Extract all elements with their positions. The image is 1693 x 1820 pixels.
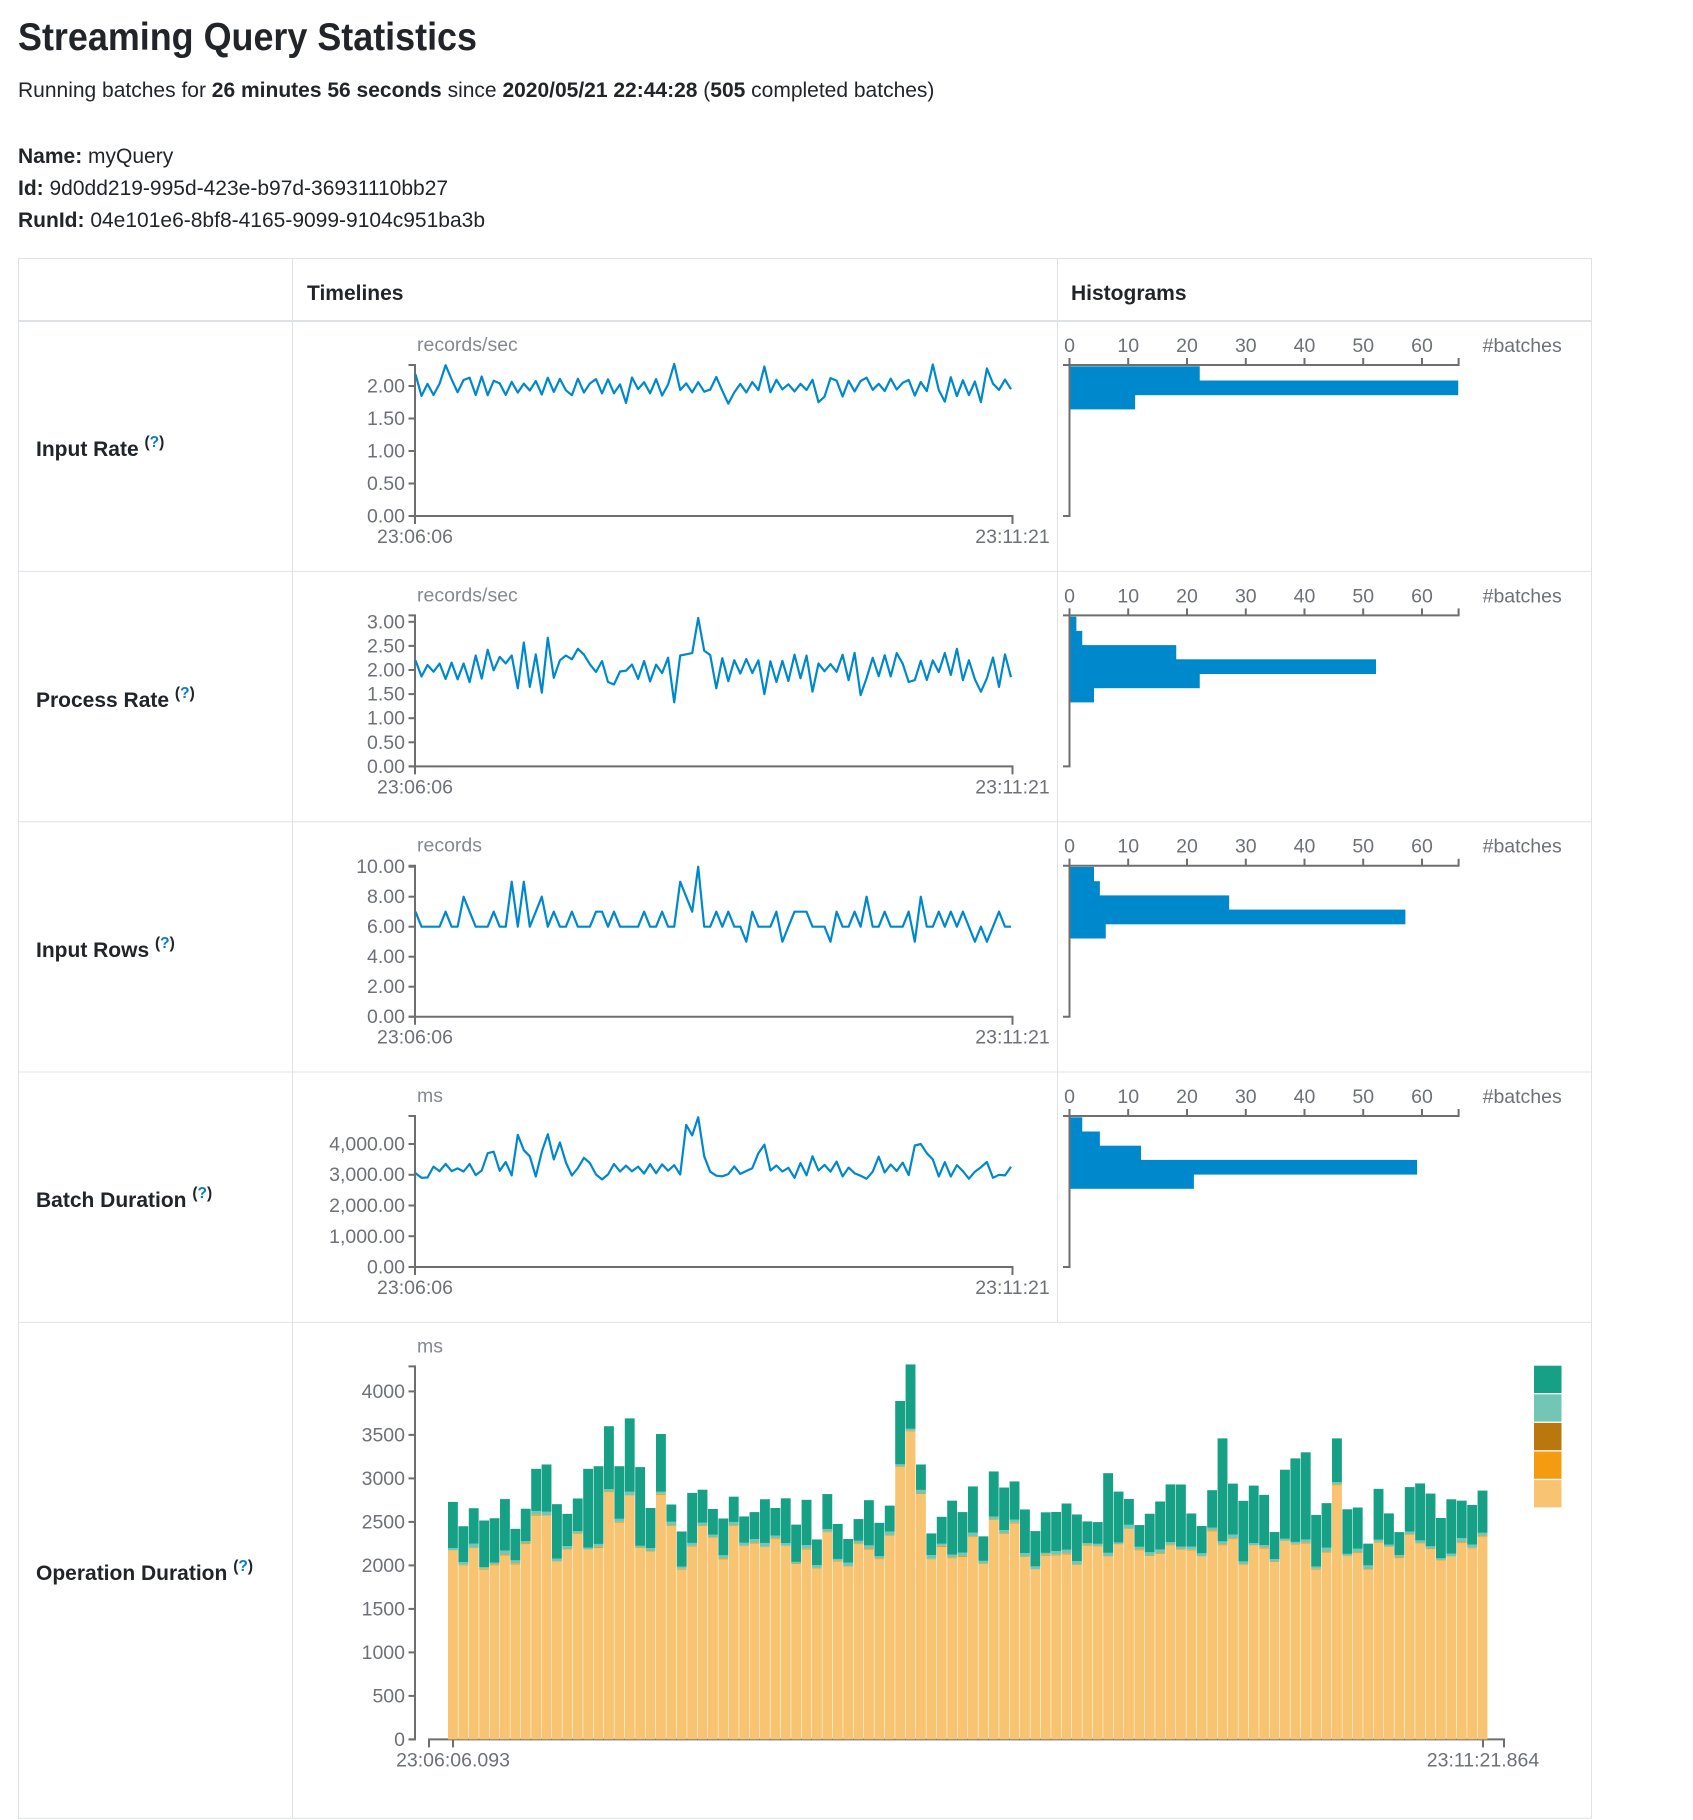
svg-text:500: 500 (372, 1685, 405, 1707)
svg-text:20: 20 (1176, 585, 1198, 607)
svg-text:23:06:06: 23:06:06 (377, 526, 453, 548)
svg-text:60: 60 (1411, 1086, 1433, 1108)
svg-text:10: 10 (1117, 335, 1139, 357)
svg-text:Process Rate (?): Process Rate (?) (36, 685, 195, 712)
svg-text:#batches: #batches (1483, 836, 1562, 858)
svg-text:60: 60 (1411, 585, 1433, 607)
svg-text:30: 30 (1235, 836, 1257, 858)
svg-text:0.00: 0.00 (367, 1006, 405, 1028)
svg-text:10: 10 (1117, 836, 1139, 858)
svg-text:0: 0 (394, 1729, 405, 1751)
svg-text:2.00: 2.00 (367, 660, 405, 682)
svg-text:1000: 1000 (362, 1642, 406, 1664)
svg-text:0.50: 0.50 (367, 473, 405, 495)
svg-text:10.00: 10.00 (356, 856, 405, 878)
svg-text:23:11:21: 23:11:21 (975, 1027, 1049, 1049)
svg-text:ms: ms (417, 1085, 443, 1107)
svg-text:records/sec: records/sec (417, 584, 518, 606)
svg-text:#batches: #batches (1483, 335, 1562, 357)
svg-text:50: 50 (1352, 585, 1374, 607)
svg-text:0.00: 0.00 (367, 506, 405, 528)
svg-text:40: 40 (1294, 335, 1316, 357)
svg-text:1.50: 1.50 (367, 684, 405, 706)
svg-text:2000: 2000 (362, 1555, 406, 1577)
svg-text:20: 20 (1176, 1086, 1198, 1108)
svg-text:23:06:06.093: 23:06:06.093 (396, 1749, 510, 1771)
svg-text:0.00: 0.00 (367, 1257, 405, 1279)
svg-text:23:11:21: 23:11:21 (975, 1277, 1049, 1299)
svg-text:Batch Duration (?): Batch Duration (?) (36, 1185, 212, 1212)
svg-text:2.00: 2.00 (367, 376, 405, 398)
svg-text:#batches: #batches (1483, 585, 1562, 607)
svg-text:30: 30 (1235, 335, 1257, 357)
svg-text:ms: ms (417, 1335, 443, 1357)
svg-text:4,000.00: 4,000.00 (329, 1134, 405, 1156)
svg-text:10: 10 (1117, 585, 1139, 607)
svg-text:3.00: 3.00 (367, 611, 405, 633)
svg-text:60: 60 (1411, 836, 1433, 858)
svg-text:23:06:06: 23:06:06 (377, 1277, 453, 1299)
svg-text:4000: 4000 (362, 1381, 406, 1403)
svg-text:23:06:06: 23:06:06 (377, 1027, 453, 1049)
svg-text:0: 0 (1064, 1086, 1075, 1108)
svg-text:0.00: 0.00 (367, 756, 405, 778)
svg-text:3500: 3500 (362, 1424, 406, 1446)
svg-text:Running batches for 26 minutes: Running batches for 26 minutes 56 second… (18, 79, 934, 102)
svg-text:4.00: 4.00 (367, 946, 405, 968)
svg-text:Histograms: Histograms (1071, 282, 1187, 305)
svg-text:40: 40 (1294, 585, 1316, 607)
svg-text:50: 50 (1352, 836, 1374, 858)
svg-text:Timelines: Timelines (307, 282, 404, 305)
svg-text:0: 0 (1064, 836, 1075, 858)
svg-text:records: records (417, 835, 482, 857)
svg-text:2.50: 2.50 (367, 635, 405, 657)
svg-text:0: 0 (1064, 335, 1075, 357)
svg-text:Input Rows (?): Input Rows (?) (36, 935, 175, 962)
svg-text:20: 20 (1176, 836, 1198, 858)
svg-text:30: 30 (1235, 585, 1257, 607)
svg-text:10: 10 (1117, 1086, 1139, 1108)
svg-text:1,000.00: 1,000.00 (329, 1226, 405, 1248)
svg-text:RunId: 04e101e6-8bf8-4165-9099: RunId: 04e101e6-8bf8-4165-9099-9104c951b… (18, 209, 485, 232)
svg-text:2.00: 2.00 (367, 976, 405, 998)
svg-text:2500: 2500 (362, 1511, 406, 1533)
svg-text:3000: 3000 (362, 1468, 406, 1490)
svg-text:1500: 1500 (362, 1598, 406, 1620)
svg-text:60: 60 (1411, 335, 1433, 357)
svg-text:Name: myQuery: Name: myQuery (18, 145, 174, 168)
svg-text:23:11:21.864: 23:11:21.864 (1427, 1749, 1540, 1771)
svg-text:0: 0 (1064, 585, 1075, 607)
svg-text:2,000.00: 2,000.00 (329, 1195, 405, 1217)
svg-text:23:11:21: 23:11:21 (975, 776, 1049, 798)
svg-text:6.00: 6.00 (367, 916, 405, 938)
svg-text:1.00: 1.00 (367, 708, 405, 730)
svg-text:20: 20 (1176, 335, 1198, 357)
svg-text:50: 50 (1352, 335, 1374, 357)
svg-text:8.00: 8.00 (367, 886, 405, 908)
svg-text:50: 50 (1352, 1086, 1374, 1108)
svg-text:Id: 9d0dd219-995d-423e-b97d-36: Id: 9d0dd219-995d-423e-b97d-36931110bb27 (18, 177, 448, 200)
svg-text:40: 40 (1294, 1086, 1316, 1108)
svg-text:3,000.00: 3,000.00 (329, 1164, 405, 1186)
svg-text:1.00: 1.00 (367, 441, 405, 463)
svg-text:Input Rate (?): Input Rate (?) (36, 434, 164, 461)
svg-text:Operation Duration (?): Operation Duration (?) (36, 1558, 253, 1585)
svg-text:30: 30 (1235, 1086, 1257, 1108)
svg-text:Streaming Query Statistics: Streaming Query Statistics (18, 16, 477, 59)
svg-text:23:06:06: 23:06:06 (377, 776, 453, 798)
svg-text:23:11:21: 23:11:21 (975, 526, 1049, 548)
svg-text:0.50: 0.50 (367, 732, 405, 754)
svg-text:1.50: 1.50 (367, 408, 405, 430)
svg-text:records/sec: records/sec (417, 334, 518, 356)
svg-text:#batches: #batches (1483, 1086, 1562, 1108)
svg-text:40: 40 (1294, 836, 1316, 858)
